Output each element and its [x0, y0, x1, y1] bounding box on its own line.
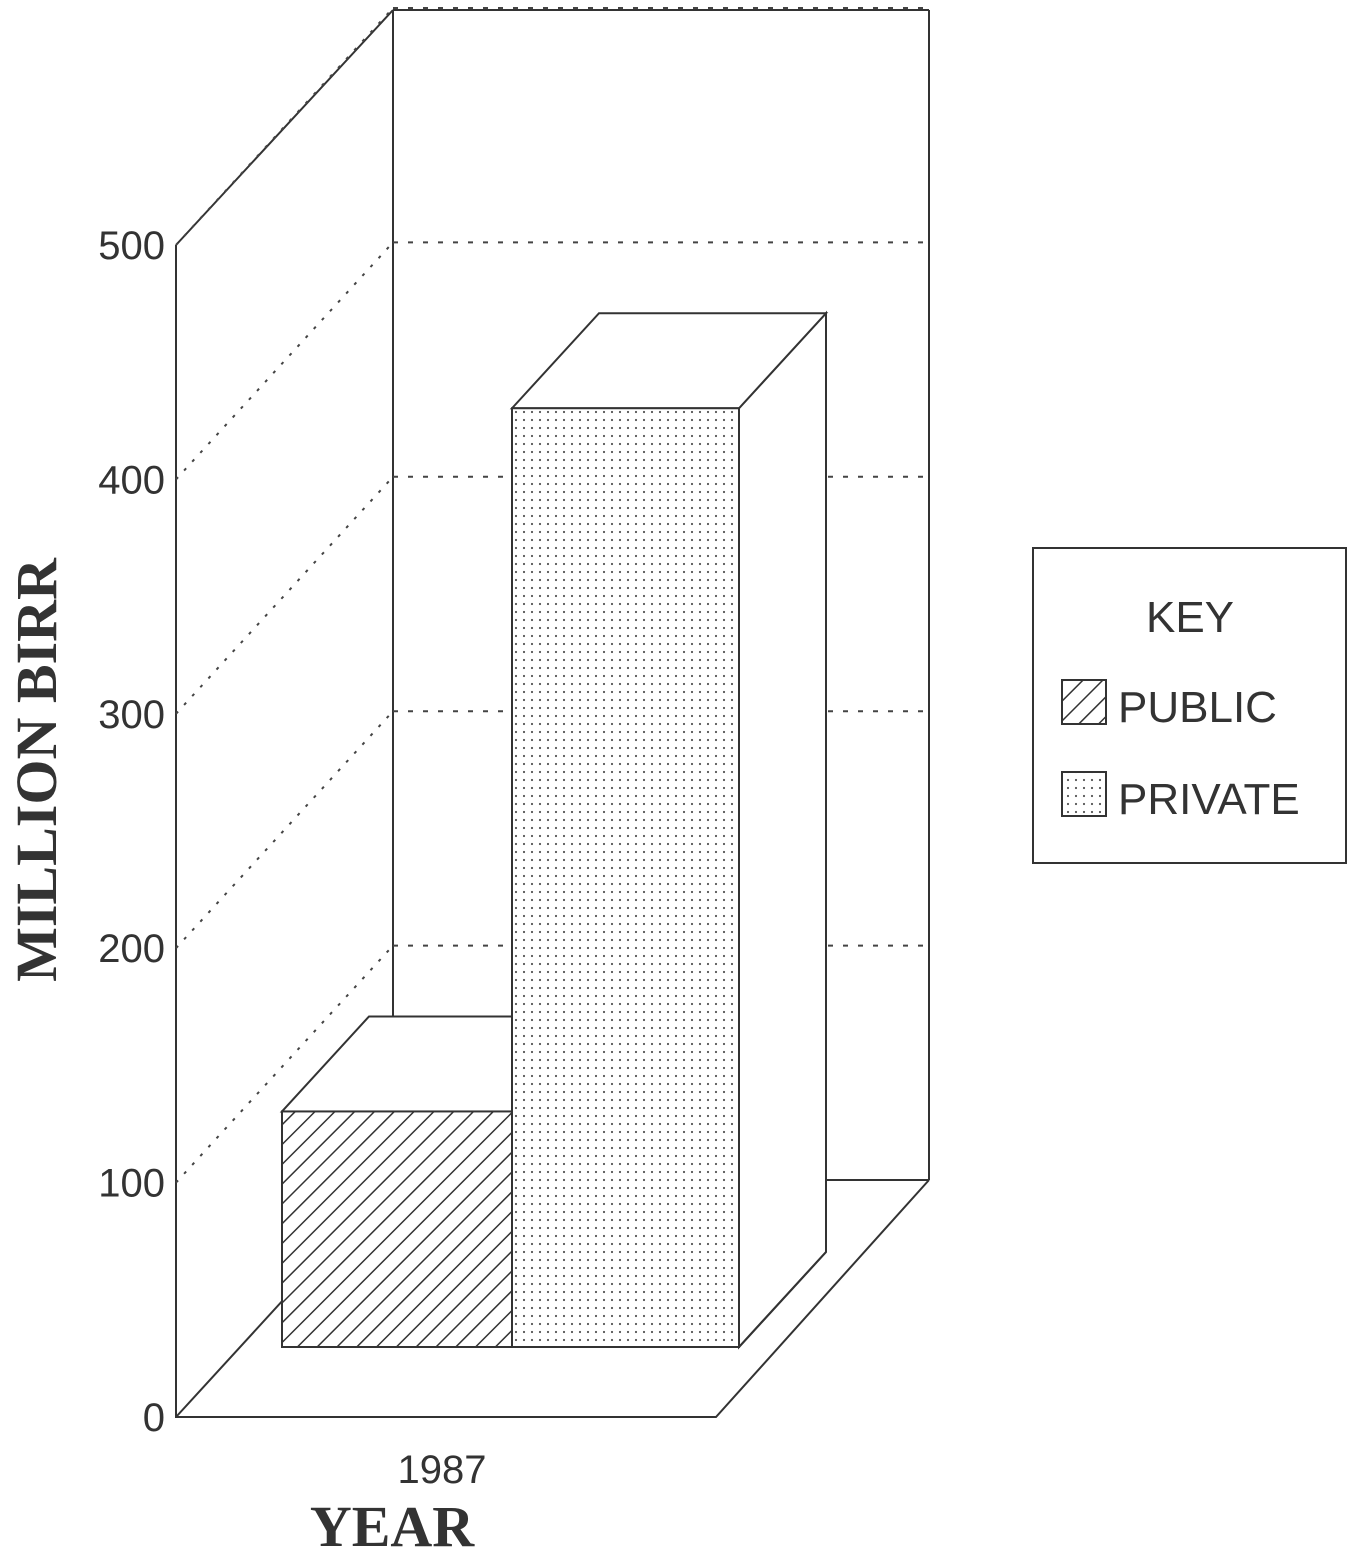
- legend: KEY PUBLIC PRIVATE: [1032, 547, 1347, 864]
- y-tick-label: 200: [98, 927, 165, 971]
- grid-diagonal: [175, 241, 394, 481]
- y-axis-ticks: 0 100 200 300 400 500: [98, 224, 165, 1440]
- bar-base-line: [282, 1251, 827, 1348]
- bar-front-face: [281, 1110, 513, 1348]
- x-tick-label: 1987: [398, 1448, 487, 1492]
- bar-side-face: [738, 310, 827, 1350]
- legend-title: KEY: [1146, 593, 1234, 642]
- x-axis-title: YEAR: [310, 1494, 475, 1550]
- legend-swatch-public: [1061, 679, 1107, 725]
- grid-diagonal: [175, 710, 394, 949]
- legend-swatch-private: [1061, 771, 1107, 817]
- bar-private: [509, 310, 829, 1350]
- y-tick-label: 500: [98, 224, 165, 268]
- y-tick-label: 100: [98, 1162, 165, 1206]
- y-tick-label: 0: [143, 1396, 165, 1440]
- y-axis-title: MILLION BIRR: [4, 557, 69, 982]
- legend-label-public: PUBLIC: [1118, 683, 1277, 732]
- legend-label-private: PRIVATE: [1118, 775, 1300, 824]
- y-tick-label: 400: [98, 458, 165, 502]
- grid-diagonal: [175, 476, 394, 715]
- y-tick-label: 300: [98, 693, 165, 737]
- bar-front-face: [511, 407, 740, 1348]
- bars: [279, 310, 829, 1350]
